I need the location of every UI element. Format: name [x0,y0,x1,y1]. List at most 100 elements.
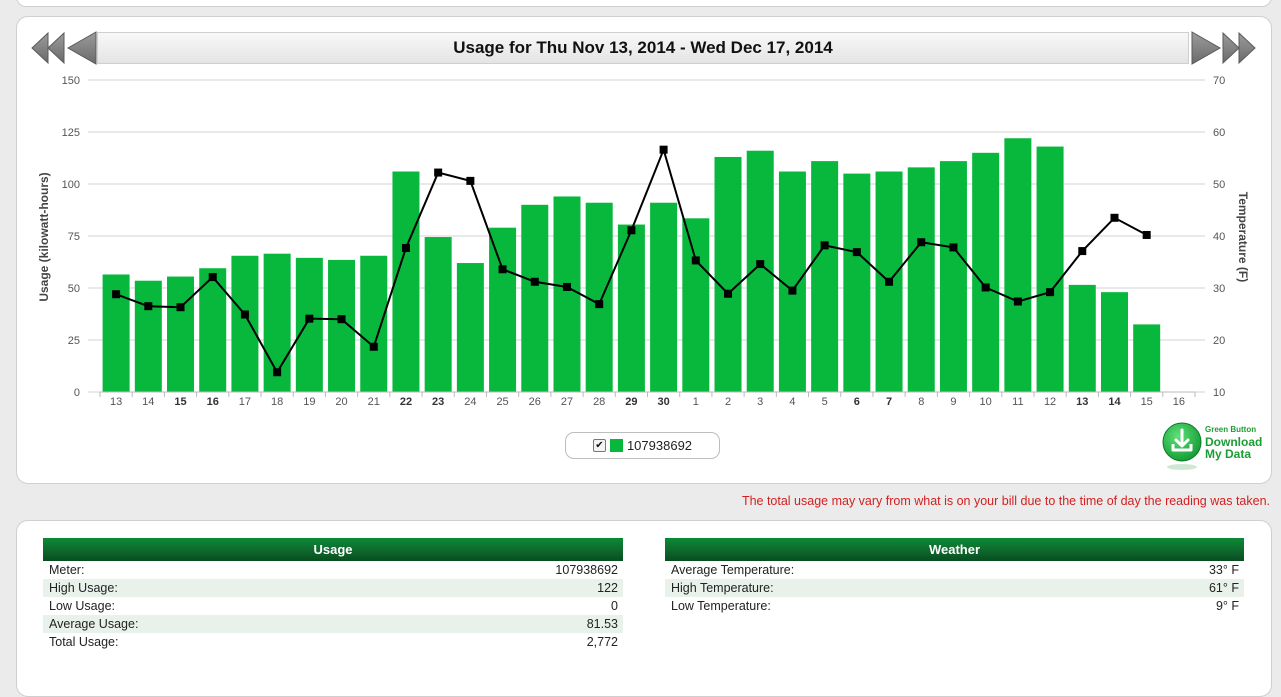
double-chevron-left-icon [31,31,65,65]
temperature-point [1110,213,1119,222]
x-tick-label: 10 [980,396,992,408]
y2-tick-label: 60 [1213,127,1225,139]
y2-axis-title: Temperature (F) [1236,192,1250,282]
x-tick-label: 4 [789,396,795,408]
usage-bar [392,171,420,392]
y-axis-title: Usage (kilowatt-hours) [37,172,51,301]
temperature-line [112,145,1151,377]
x-tick-label: 15 [1141,396,1153,408]
x-tick-label: 26 [529,396,541,408]
usage-disclaimer: The total usage may vary from what is on… [741,494,1270,508]
temperature-point [434,168,443,177]
x-tick-label: 16 [207,396,219,408]
table-row: High Temperature: 61° F [665,579,1244,597]
temperature-point [466,176,475,185]
weather-table-header: Weather [665,538,1244,561]
usage-bar [1036,146,1064,392]
last-period-button[interactable] [1221,31,1257,70]
x-tick-label: 14 [142,396,154,408]
usage-bar [360,255,388,392]
x-tick-label: 27 [561,396,573,408]
usage-summary-table: Usage Meter: 107938692 High Usage: 122 L… [43,538,623,651]
green-button-download-link[interactable]: Green Button Download My Data [1161,420,1273,472]
temperature-point [917,238,926,247]
x-tick-label: 5 [822,396,828,408]
usage-bar [714,156,742,392]
legend-swatch [609,439,623,452]
x-tick-label: 18 [271,396,283,408]
y-tick-label: 50 [68,283,80,295]
temperature-point [659,145,668,154]
usage-bar [231,255,259,392]
usage-bar [328,259,356,392]
usage-bar [778,171,806,392]
x-tick-label: 1 [693,396,699,408]
x-tick-label: 13 [1076,396,1088,408]
green-button-icon [1162,422,1202,470]
x-tick-label: 21 [368,396,380,408]
temperature-point [208,273,217,282]
x-tick-label: 14 [1108,396,1121,408]
y2-tick-label: 30 [1213,283,1225,295]
x-tick-label: 19 [303,396,315,408]
first-period-button[interactable] [31,31,67,70]
y-tick-label: 0 [74,387,80,399]
usage-bar [843,173,871,392]
temperature-point [724,289,733,298]
x-tick-label: 28 [593,396,605,408]
chart-legend[interactable]: ✔ 107938692 [565,432,720,459]
y2-tick-label: 10 [1213,387,1225,399]
x-tick-label: 13 [110,396,122,408]
usage-bar [1133,324,1161,392]
table-row: Total Usage: 2,772 [49,635,618,649]
usage-bar [650,202,678,392]
temperature-point [112,290,121,299]
temperature-point [369,342,378,351]
temperature-point [885,277,894,286]
x-tick-label: 29 [625,396,637,408]
x-tick-label: 8 [918,396,924,408]
temperature-point [1013,297,1022,306]
temperature-point [1046,288,1055,297]
double-chevron-right-icon [1222,31,1256,65]
temperature-point [176,303,185,312]
temperature-point [144,302,153,311]
x-tick-label: 3 [757,396,763,408]
temperature-point [949,243,958,252]
next-period-button[interactable] [1190,31,1222,70]
temperature-point [1142,230,1151,239]
temperature-point [756,260,765,269]
x-tick-label: 23 [432,396,444,408]
table-row: Low Usage: 0 [49,599,618,613]
temperature-point [788,286,797,295]
green-button-text: Green Button Download My Data [1205,425,1263,461]
y-tick-label: 100 [62,179,80,191]
y-tick-label: 125 [62,127,80,139]
usage-bar [167,276,195,392]
temperature-point [820,241,829,250]
temperature-point [305,314,314,323]
y2-tick-label: 20 [1213,335,1225,347]
temperature-point [273,368,282,377]
x-tick-label: 20 [335,396,347,408]
usage-table-header: Usage [43,538,623,561]
table-row: Average Usage: 81.53 [43,615,623,633]
table-row: High Usage: 122 [43,579,623,597]
temperature-point [498,265,507,274]
temperature-point [627,226,636,235]
temperature-point [595,300,604,309]
y2-tick-label: 70 [1213,75,1225,87]
temperature-point [852,248,861,257]
y-tick-label: 25 [68,335,80,347]
legend-label: 107938692 [626,438,693,453]
temperature-point [562,282,571,291]
usage-bar [295,257,323,392]
legend-checkbox[interactable]: ✔ [592,439,606,452]
previous-period-button[interactable] [66,31,98,70]
x-tick-label: 30 [657,396,669,408]
usage-bar [682,218,710,392]
temperature-point [240,310,249,319]
temperature-point [1078,247,1087,256]
